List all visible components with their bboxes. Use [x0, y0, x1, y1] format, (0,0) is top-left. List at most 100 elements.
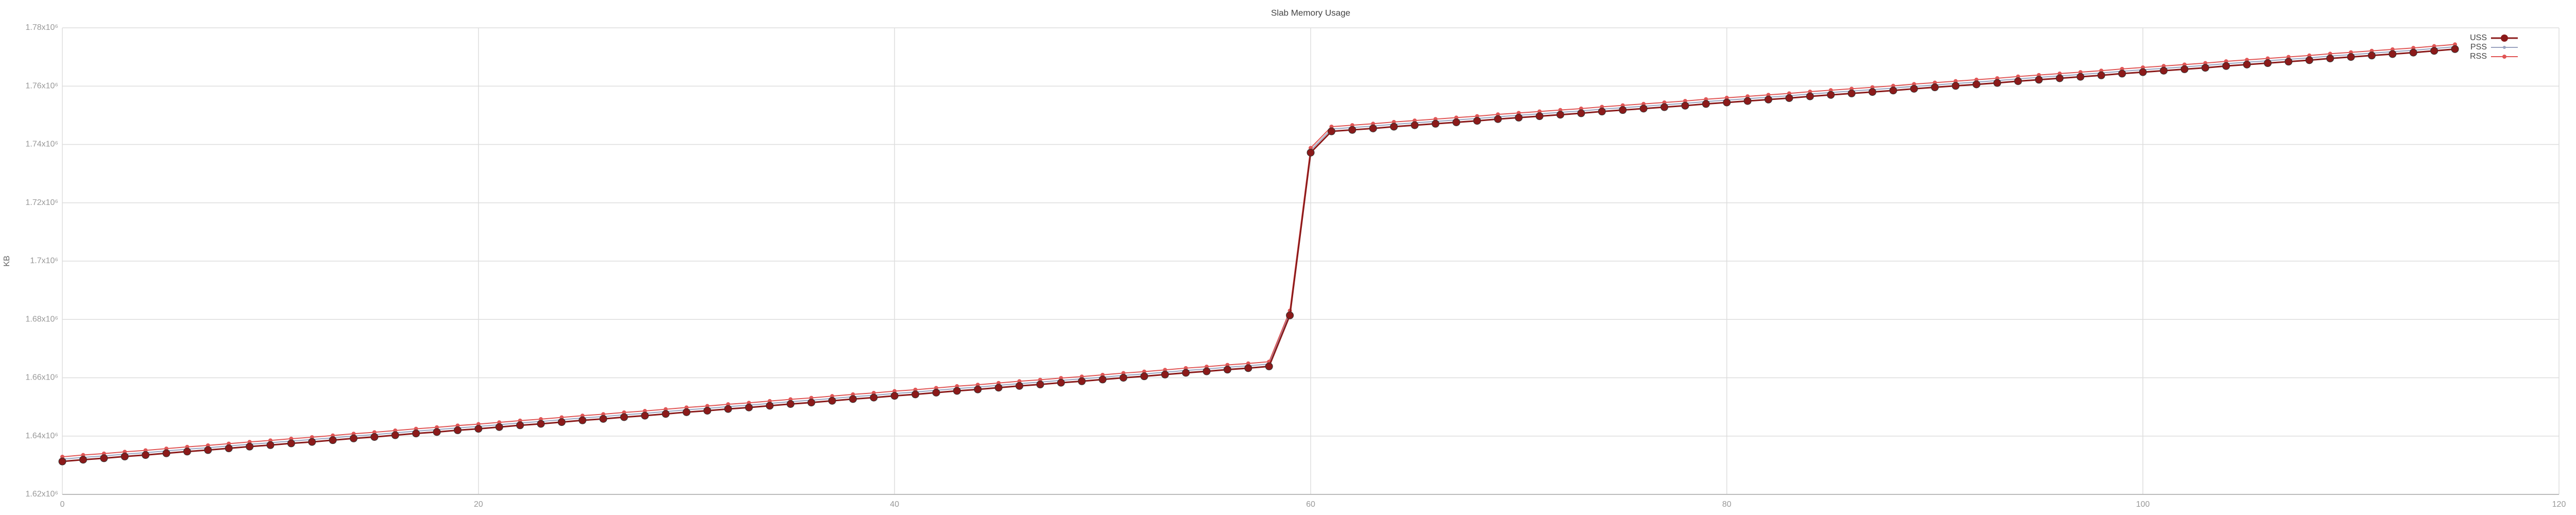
- data-point: [2035, 76, 2043, 84]
- data-point: [1120, 374, 1128, 382]
- data-point: [1161, 370, 1169, 379]
- data-point: [1577, 109, 1585, 117]
- data-point: [890, 392, 899, 400]
- data-point: [1182, 369, 1190, 377]
- data-point: [453, 426, 462, 434]
- data-point: [1535, 112, 1544, 121]
- y-tick-label: 1.74x10⁶: [25, 140, 58, 149]
- data-point: [953, 387, 961, 395]
- data-point: [1785, 94, 1793, 102]
- x-tick-label: 0: [60, 500, 65, 509]
- data-point: [2076, 73, 2084, 81]
- data-point: [1286, 311, 1294, 319]
- data-point: [1848, 89, 1856, 97]
- data-point: [1244, 364, 1252, 372]
- x-tick-label: 20: [474, 500, 483, 509]
- legend-label: USS: [2470, 33, 2487, 42]
- data-point: [1619, 106, 1627, 114]
- legend-marker: [2503, 46, 2506, 49]
- data-point: [1202, 367, 1211, 375]
- y-tick-label: 1.72x10⁶: [25, 198, 58, 207]
- data-point: [266, 441, 275, 449]
- data-point: [1889, 87, 1897, 95]
- data-point: [2326, 54, 2334, 62]
- x-tick-label: 100: [2136, 500, 2150, 509]
- series-line: [62, 46, 2455, 460]
- chart-title: Slab Memory Usage: [1271, 8, 1350, 18]
- data-point: [433, 428, 441, 436]
- data-point: [204, 446, 212, 454]
- x-tick-label: 80: [1722, 500, 1732, 509]
- y-axis-label: KB: [3, 255, 11, 266]
- data-point: [1952, 82, 1960, 90]
- data-point: [2409, 48, 2417, 57]
- data-point: [412, 430, 420, 438]
- x-tick-label: 120: [2552, 500, 2566, 509]
- data-point: [2451, 45, 2459, 53]
- data-point: [974, 385, 982, 393]
- data-point: [2388, 50, 2397, 58]
- data-point: [911, 390, 920, 399]
- data-point: [349, 434, 358, 442]
- data-point: [683, 408, 690, 416]
- data-point: [1743, 97, 1752, 105]
- data-point: [849, 395, 857, 403]
- data-point: [58, 457, 66, 466]
- legend-marker: [2502, 55, 2506, 59]
- data-point: [79, 456, 87, 464]
- y-tick-label: 1.76x10⁶: [25, 81, 58, 90]
- data-point: [2014, 77, 2022, 85]
- data-point: [1639, 105, 1648, 113]
- data-point: [474, 425, 483, 433]
- data-point: [828, 397, 836, 405]
- data-point: [557, 418, 566, 426]
- y-tick-label: 1.62x10⁶: [25, 490, 58, 499]
- data-point: [1972, 80, 1980, 89]
- data-point: [1868, 88, 1876, 96]
- data-point: [2284, 58, 2293, 66]
- data-point: [1827, 91, 1835, 99]
- y-tick-label: 1.64x10⁶: [25, 432, 58, 440]
- data-point: [329, 436, 337, 444]
- data-point: [1764, 95, 1772, 104]
- data-point: [142, 451, 150, 459]
- data-point: [703, 406, 711, 415]
- data-point: [766, 402, 774, 410]
- data-point: [183, 448, 191, 456]
- data-point: [1702, 100, 1710, 108]
- data-point: [121, 452, 129, 460]
- data-point: [2243, 60, 2251, 68]
- data-point: [1223, 366, 1231, 374]
- y-tick-label: 1.68x10⁶: [25, 315, 58, 323]
- data-point: [308, 438, 316, 446]
- data-point: [2056, 74, 2064, 82]
- data-point: [2368, 52, 2376, 60]
- data-point: [1494, 115, 1502, 123]
- data-point: [2430, 47, 2438, 55]
- data-point: [1931, 83, 1939, 92]
- data-point: [1556, 111, 1565, 119]
- series-line: [62, 44, 2455, 457]
- data-point: [662, 410, 670, 418]
- data-point: [1411, 121, 1419, 129]
- data-point: [1598, 108, 1606, 116]
- data-point: [1098, 375, 1107, 384]
- data-point: [1660, 103, 1669, 111]
- data-point: [724, 405, 732, 413]
- legend-marker: [2501, 35, 2508, 42]
- data-point: [870, 393, 878, 402]
- data-point: [225, 444, 233, 453]
- legend-label: PSS: [2470, 43, 2487, 52]
- data-point: [1993, 79, 2002, 87]
- data-point: [245, 442, 253, 451]
- y-tick-label: 1.78x10⁶: [25, 23, 58, 32]
- data-point: [1015, 382, 1024, 390]
- data-point: [2347, 53, 2355, 61]
- data-point: [1369, 124, 1377, 132]
- data-point: [2180, 65, 2189, 73]
- data-point: [1910, 84, 1918, 93]
- data-point: [2305, 56, 2313, 64]
- data-point: [2097, 71, 2106, 79]
- data-point: [2264, 59, 2272, 67]
